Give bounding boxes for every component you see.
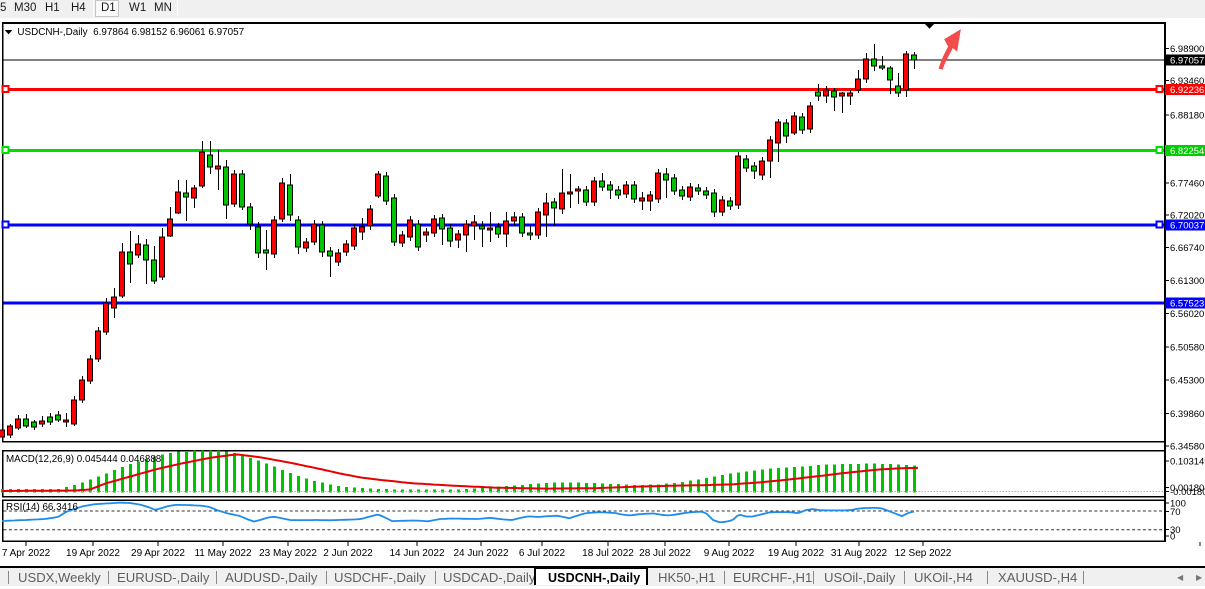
svg-text:6.82254: 6.82254 — [1170, 146, 1204, 157]
svg-text:11 May 2022: 11 May 2022 — [194, 548, 252, 559]
svg-text:6.66740: 6.66740 — [1170, 243, 1204, 254]
svg-text:0.103149: 0.103149 — [1170, 456, 1205, 467]
svg-text:70: 70 — [1170, 507, 1181, 518]
svg-text:USDCNH-,Daily 6.97864 6.98152: USDCNH-,Daily 6.97864 6.98152 6.96061 6.… — [17, 27, 244, 38]
svg-text:6.72020: 6.72020 — [1170, 210, 1204, 221]
svg-text:MACD(12,26,9) 0.045444 0.04688: MACD(12,26,9) 0.045444 0.046888 — [6, 454, 162, 465]
svg-text:7 Apr 2022: 7 Apr 2022 — [2, 548, 51, 559]
svg-text:14 Jun 2022: 14 Jun 2022 — [389, 548, 444, 559]
svg-text:6.92236: 6.92236 — [1170, 85, 1204, 96]
svg-text:6.70037: 6.70037 — [1170, 220, 1204, 231]
svg-text:6.77460: 6.77460 — [1170, 178, 1204, 189]
svg-text:-0.00180: -0.00180 — [1170, 487, 1205, 498]
svg-text:6.45300: 6.45300 — [1170, 375, 1204, 386]
svg-text:28 Jul 2022: 28 Jul 2022 — [639, 548, 691, 559]
svg-text:100: 100 — [1170, 498, 1186, 509]
svg-text:RSI(14) 66.3416: RSI(14) 66.3416 — [6, 502, 78, 513]
svg-text:6.39860: 6.39860 — [1170, 409, 1204, 420]
svg-text:19 Apr 2022: 19 Apr 2022 — [66, 548, 120, 559]
svg-text:31 Aug 2022: 31 Aug 2022 — [831, 548, 888, 559]
svg-text:0: 0 — [1170, 531, 1175, 542]
svg-text:0.00180: 0.00180 — [1170, 483, 1204, 494]
svg-text:30: 30 — [1170, 525, 1181, 536]
svg-text:23 May 2022: 23 May 2022 — [259, 548, 317, 559]
svg-text:6.56020: 6.56020 — [1170, 309, 1204, 320]
svg-text:29 Apr 2022: 29 Apr 2022 — [131, 548, 185, 559]
svg-text:6.50580: 6.50580 — [1170, 342, 1204, 353]
svg-text:6.97057: 6.97057 — [1170, 55, 1204, 66]
svg-text:6.88180: 6.88180 — [1170, 110, 1204, 121]
svg-text:6.34580: 6.34580 — [1170, 441, 1204, 452]
svg-text:6.98900: 6.98900 — [1170, 44, 1204, 55]
svg-text:24 Jun 2022: 24 Jun 2022 — [453, 548, 508, 559]
svg-text:2 Jun 2022: 2 Jun 2022 — [323, 548, 373, 559]
svg-text:6 Jul 2022: 6 Jul 2022 — [519, 548, 566, 559]
svg-text:12 Sep 2022: 12 Sep 2022 — [895, 548, 952, 559]
svg-text:6.61300: 6.61300 — [1170, 276, 1204, 287]
svg-text:19 Aug 2022: 19 Aug 2022 — [768, 548, 825, 559]
svg-text:6.93460: 6.93460 — [1170, 76, 1204, 87]
svg-text:6.57523: 6.57523 — [1170, 298, 1204, 309]
svg-text:18 Jul 2022: 18 Jul 2022 — [582, 548, 634, 559]
svg-text:9 Aug 2022: 9 Aug 2022 — [704, 548, 755, 559]
